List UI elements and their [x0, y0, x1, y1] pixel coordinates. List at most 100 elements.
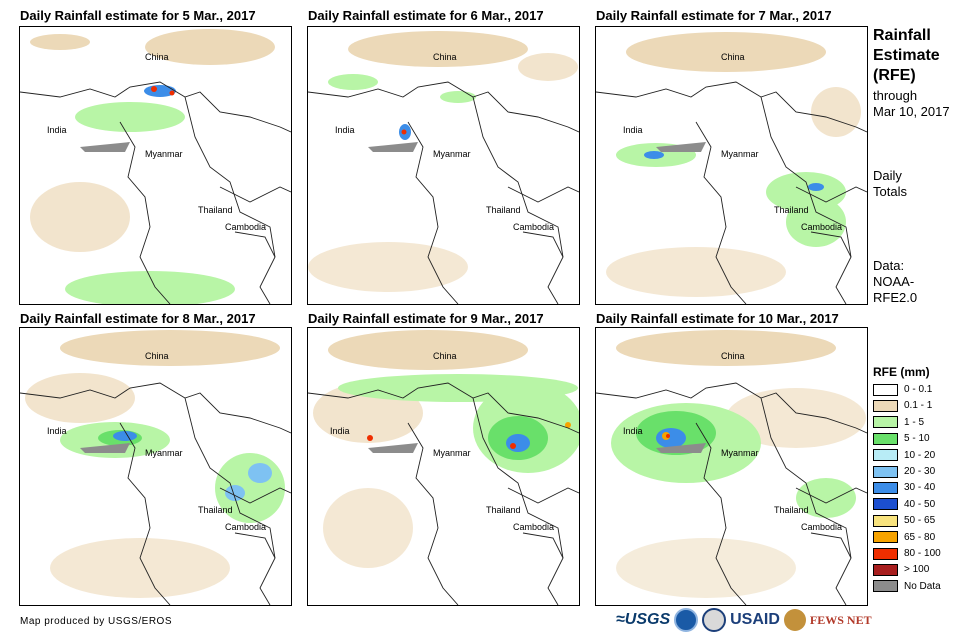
usaid-logo: USAID — [730, 611, 780, 628]
legend-label: 5 - 10 — [904, 433, 930, 445]
legend-item: 30 - 40 — [873, 481, 935, 494]
legend-label: > 100 — [904, 564, 930, 576]
legend-label: 10 - 20 — [904, 449, 936, 461]
label-myanmar: Myanmar — [145, 149, 183, 159]
label-china: China — [145, 351, 169, 361]
legend-label: 40 - 50 — [904, 498, 936, 510]
map-credit: Map produced by USGS/EROS — [20, 616, 173, 627]
legend-label: No Data — [904, 580, 941, 592]
legend-swatch — [873, 563, 898, 576]
label-thailand: Thailand — [486, 205, 521, 215]
legend-item: 50 - 65 — [873, 514, 935, 527]
side-through: through — [873, 88, 918, 103]
legend-swatch — [873, 498, 898, 511]
label-china: China — [721, 351, 745, 361]
label-india: India — [335, 125, 355, 135]
label-india: India — [623, 125, 643, 135]
panel-title-3: Daily Rainfall estimate for 7 Mar., 2017 — [596, 8, 832, 23]
rainfall-map-4: China India Myanmar Thailand Cambodia — [19, 327, 292, 606]
label-myanmar: Myanmar — [721, 149, 759, 159]
legend-item: No Data — [873, 580, 941, 593]
panel-title-5: Daily Rainfall estimate for 9 Mar., 2017 — [308, 311, 544, 326]
side-daily: Daily — [873, 168, 902, 183]
side-totals: Totals — [873, 184, 907, 199]
side-data-source-2: RFE2.0 — [873, 290, 918, 305]
legend-swatch — [873, 514, 898, 527]
label-cambodia: Cambodia — [513, 522, 554, 532]
label-china: China — [433, 351, 457, 361]
legend-item: 80 - 100 — [873, 547, 941, 560]
legend-item: 5 - 10 — [873, 432, 930, 445]
panel-title-2: Daily Rainfall estimate for 6 Mar., 2017 — [308, 8, 544, 23]
legend-label: 0 - 0.1 — [904, 384, 933, 395]
legend-label: 20 - 30 — [904, 466, 936, 477]
legend-swatch — [873, 465, 898, 478]
rainfall-map-1: China India Myanmar Thailand Cambodia — [19, 26, 292, 305]
label-india: India — [47, 125, 67, 135]
label-india: India — [47, 426, 67, 436]
rainfall-map-3: China India Myanmar Thailand Cambodia — [595, 26, 868, 305]
label-india: India — [623, 426, 643, 436]
fews-net-emblem-icon — [783, 609, 806, 631]
logos: ≈USGS USAID FEWS NET — [616, 606, 872, 634]
label-china: China — [721, 52, 745, 62]
label-cambodia: Cambodia — [225, 522, 266, 532]
label-china: China — [433, 52, 457, 62]
map-graphic-6: China India Myanmar Thailand Cambodia — [596, 330, 867, 605]
legend-label: 65 - 80 — [904, 531, 936, 543]
label-myanmar: Myanmar — [433, 448, 471, 458]
map-graphic-3: China India Myanmar Thailand Cambodia — [596, 32, 867, 304]
label-thailand: Thailand — [486, 505, 521, 515]
side-title-line-2: Estimate — [873, 47, 940, 64]
label-cambodia: Cambodia — [801, 222, 842, 232]
legend-label: 0.1 - 1 — [904, 400, 933, 412]
label-cambodia: Cambodia — [801, 522, 842, 532]
panel-title-4: Daily Rainfall estimate for 8 Mar., 2017 — [20, 311, 256, 326]
legend-item: 0.1 - 1 — [873, 399, 932, 412]
label-thailand: Thailand — [198, 205, 233, 215]
label-myanmar: Myanmar — [433, 149, 471, 159]
legend-item: 40 - 50 — [873, 498, 935, 511]
side-data-source-1: NOAA- — [873, 274, 915, 289]
rainfall-map-5: China India Myanmar Thailand Cambodia — [307, 327, 580, 606]
label-cambodia: Cambodia — [225, 222, 266, 232]
legend-swatch — [873, 580, 898, 593]
legend-label: 80 - 100 — [904, 548, 941, 559]
legend-label: 50 - 65 — [904, 515, 936, 527]
legend-item: 0 - 0.1 — [873, 383, 932, 396]
rainfall-map-2: China India Myanmar Thailand Cambodia — [307, 26, 580, 305]
label-china: China — [145, 52, 169, 62]
rainfall-map-6: China India Myanmar Thailand Cambodia — [595, 327, 868, 606]
label-cambodia: Cambodia — [513, 222, 554, 232]
map-graphic-2: China India Myanmar Thailand Cambodia — [308, 31, 579, 304]
legend-title: RFE (mm) — [873, 365, 930, 379]
legend-swatch — [873, 449, 898, 462]
side-title: Rainfall Estimate (RFE) — [873, 26, 940, 86]
label-thailand: Thailand — [774, 205, 809, 215]
label-thailand: Thailand — [198, 505, 233, 515]
map-graphic-5: China India Myanmar Thailand Cambodia — [308, 330, 579, 605]
legend-swatch — [873, 481, 898, 494]
state-department-seal-icon — [702, 608, 727, 632]
side-data-label: Data: — [873, 258, 905, 273]
label-india: India — [330, 426, 350, 436]
usgs-logo: ≈USGS — [616, 611, 671, 628]
legend-item: 10 - 20 — [873, 449, 935, 462]
fews-net-logo: FEWS NET — [809, 612, 872, 627]
label-thailand: Thailand — [774, 505, 809, 515]
legend-item: 1 - 5 — [873, 416, 924, 429]
legend-item: 20 - 30 — [873, 465, 935, 478]
legend-swatch — [873, 547, 898, 560]
legend-swatch — [873, 531, 898, 544]
side-title-line-3: (RFE) — [873, 67, 916, 84]
panel-title-6: Daily Rainfall estimate for 10 Mar., 201… — [596, 311, 839, 326]
legend-label: 1 - 5 — [904, 416, 925, 428]
legend-label: 30 - 40 — [904, 482, 936, 494]
legend-swatch — [873, 416, 898, 429]
label-myanmar: Myanmar — [721, 448, 759, 458]
legend-swatch — [873, 399, 898, 412]
legend-swatch — [873, 432, 898, 445]
map-graphic-1: China India Myanmar Thailand Cambodia — [20, 29, 291, 304]
label-myanmar: Myanmar — [145, 448, 183, 458]
side-date: Mar 10, 2017 — [873, 104, 950, 119]
